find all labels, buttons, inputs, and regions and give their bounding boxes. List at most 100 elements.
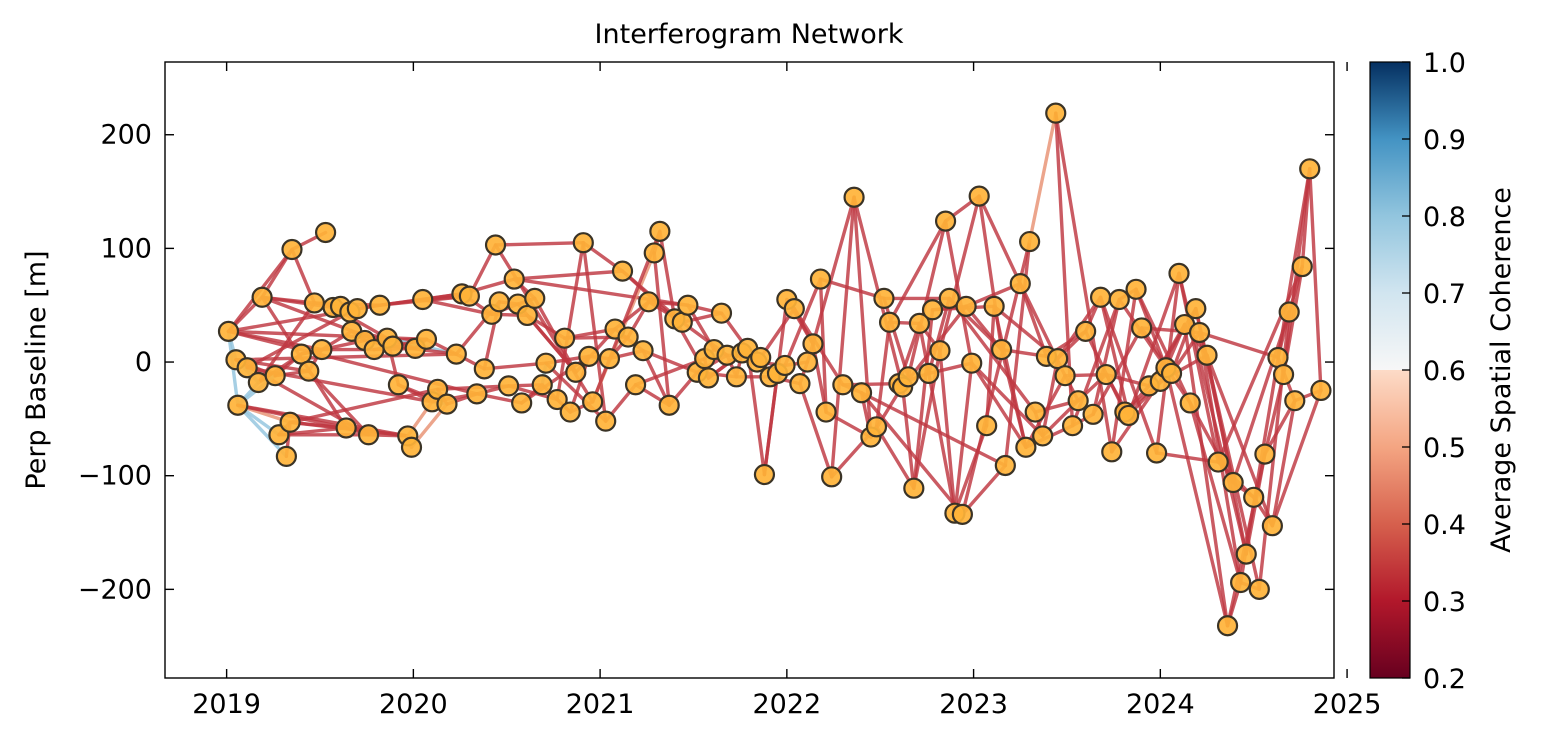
acquisition-point-135	[1082, 403, 1104, 425]
acquisition-point-106	[897, 366, 919, 388]
acquisition-point-85	[753, 463, 776, 486]
interferogram-edge-299	[1188, 401, 1243, 585]
interferogram-edge-238	[970, 361, 1045, 438]
acquisition-point-91	[789, 373, 811, 395]
y-tick-label-3: 100	[100, 233, 152, 264]
interferogram-edge-82	[421, 297, 494, 317]
acquisition-point-58	[578, 345, 600, 367]
colorbar-tick-label-6: 0.8	[1423, 202, 1466, 233]
acquisition-point-88	[774, 354, 796, 377]
x-tick-label-2: 2021	[566, 689, 635, 720]
colorbar-tick-label-1: 0.3	[1423, 587, 1466, 618]
acquisition-point-94	[809, 268, 832, 290]
acquisition-point-11	[290, 343, 312, 365]
acquisition-point-113	[938, 287, 960, 309]
y-tick-label-0: −200	[78, 574, 152, 605]
acquisition-point-68	[643, 242, 665, 264]
acquisition-point-65	[624, 374, 647, 396]
acquisition-point-28	[387, 374, 410, 396]
colorbar-tick-label-8: 1.0	[1423, 48, 1466, 79]
interferogram-edge-281	[1134, 287, 1192, 405]
acquisition-point-157	[1222, 471, 1244, 494]
acquisition-point-12	[298, 360, 320, 382]
acquisition-point-45	[498, 375, 520, 397]
acquisition-point-32	[412, 288, 434, 311]
acquisition-point-110	[921, 299, 944, 321]
y-tick-label-1: −100	[78, 461, 152, 492]
interferogram-edge-227	[1027, 111, 1058, 244]
acquisition-point-76	[697, 367, 720, 389]
interferogram-edge-148	[658, 229, 677, 321]
colorbar-tick-label-7: 0.9	[1423, 125, 1466, 156]
acquisition-point-125	[1019, 230, 1041, 253]
acquisition-point-96	[821, 466, 843, 488]
acquisition-point-155	[1207, 451, 1229, 473]
acquisition-point-37	[445, 343, 467, 365]
acquisition-point-40	[466, 383, 488, 405]
acquisition-point-119	[976, 415, 998, 437]
acquisition-point-93	[802, 333, 824, 355]
acquisition-point-122	[994, 454, 1016, 477]
acquisition-point-66	[632, 340, 654, 362]
interferogram-edge-127	[581, 241, 608, 423]
acquisition-point-36	[436, 393, 458, 415]
acquisition-point-49	[516, 304, 538, 327]
acquisition-point-13	[303, 292, 325, 314]
acquisition-point-137	[1095, 363, 1117, 386]
acquisition-point-127	[1032, 425, 1054, 447]
acquisition-point-130	[1047, 348, 1069, 370]
acquisition-point-50	[524, 287, 546, 309]
interferogram-edge-186	[798, 381, 834, 479]
acquisition-point-103	[878, 311, 901, 333]
interferogram-edge-25	[245, 310, 352, 370]
acquisition-point-156	[1216, 615, 1239, 637]
acquisition-point-73	[677, 294, 699, 316]
acquisition-point-159	[1235, 543, 1257, 565]
acquisition-point-131	[1054, 365, 1076, 387]
interferogram-edge-234	[953, 423, 989, 515]
interferogram-edge-16	[236, 403, 289, 459]
acquisition-point-121	[991, 338, 1013, 361]
interferogram-edge-191	[818, 277, 886, 301]
acquisition-point-116	[955, 295, 977, 317]
acquisition-point-6	[264, 365, 286, 387]
acquisition-point-84	[750, 346, 772, 369]
acquisition-point-170	[1310, 379, 1332, 402]
acquisition-point-138	[1101, 441, 1123, 463]
y-tick-label-2: 0	[135, 347, 152, 378]
acquisition-point-53	[546, 388, 568, 411]
interferogram-edge-216	[927, 296, 952, 376]
interferogram-edge-114	[525, 313, 578, 374]
interferogram-edge-147	[652, 251, 671, 407]
acquisition-point-8	[275, 445, 297, 467]
acquisition-point-101	[865, 416, 888, 438]
acquisition-point-111	[929, 340, 951, 362]
acquisition-point-80	[725, 366, 748, 388]
acquisition-point-126	[1024, 401, 1046, 423]
interferogram-edge-291	[1164, 366, 1230, 628]
acquisition-point-14	[311, 338, 333, 361]
acquisition-point-102	[873, 287, 895, 309]
acquisition-point-109	[918, 362, 940, 385]
interferogram-edge-266	[1091, 297, 1121, 417]
acquisition-point-160	[1243, 486, 1265, 508]
x-tick-label-1: 2020	[379, 689, 448, 720]
x-tick-label-5: 2024	[1126, 689, 1195, 720]
interferogram-edge-224	[960, 463, 1008, 517]
interferogram-edge-228	[984, 304, 996, 428]
acquisition-point-124	[1015, 436, 1037, 458]
acquisition-point-167	[1284, 390, 1306, 412]
colorbar-tick-label-2: 0.4	[1423, 510, 1466, 541]
acquisition-point-141	[1117, 404, 1140, 427]
acquisition-point-46	[503, 268, 525, 290]
acquisition-point-10	[281, 238, 303, 261]
acquisition-point-63	[611, 260, 634, 282]
interferogram-edge-268	[1098, 295, 1131, 418]
interferogram-edge-206	[887, 219, 948, 324]
acquisition-point-97	[832, 374, 854, 396]
x-tick-label-6: 2025	[1313, 689, 1382, 720]
interferogram-edge-211	[906, 219, 948, 379]
interferogram-edge-175	[762, 297, 789, 477]
acquisition-point-153	[1188, 321, 1211, 344]
interferogram-edge-304	[1205, 353, 1248, 556]
